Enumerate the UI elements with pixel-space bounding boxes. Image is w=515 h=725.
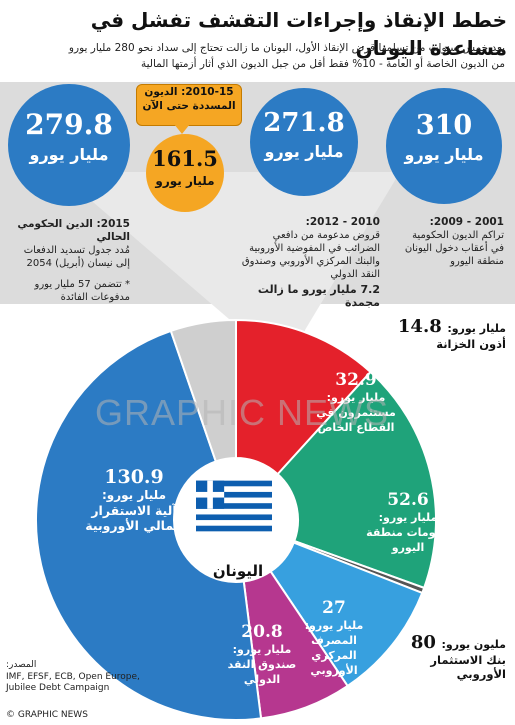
caption-extra: 7.2 مليار يورو ما زالت مجمدة [257, 283, 380, 309]
caption-head: 2015: الدين الحكومي الحالي [17, 218, 130, 243]
side-unit: مليون يورو: [441, 638, 506, 651]
callout-line-1: 2010-15: الديون [144, 86, 234, 98]
slice-value: 130.9 [104, 466, 164, 488]
caption-note: * تتضمن 57 مليار يورو مدفوعات الفائدة [34, 279, 131, 303]
source-label: المصدر: [6, 660, 37, 670]
callout-line-2: المسددة حتى الآن [142, 100, 236, 112]
subtitle-line-1: بعد خمس سنوات من تسلمها قرض الإنقاذ الأو… [68, 42, 505, 54]
caption-body: تراكم الديون الحكومية في أعقاب دخول اليو… [404, 230, 504, 267]
label-eib: مليون يورو: 80 بنك الاستثمار الأوروبي [410, 632, 506, 681]
side-label: بنك الاستثمار الأوروبي [430, 653, 506, 681]
donut-slice-5 [35, 329, 263, 721]
watermark: GRAPHIC NEWS [95, 392, 390, 433]
slice-name: صندوق النقد الدولي [227, 658, 297, 686]
slice-value: 32.9 [335, 370, 377, 390]
bubble-repaid: 161.5 مليار يورو [146, 134, 224, 212]
slice-unit: مليار يورو: [101, 488, 166, 502]
slice-unit: مليار يورو: [232, 643, 292, 656]
slice-unit: مليار يورو: [304, 619, 364, 632]
slice-value: 27 [322, 598, 346, 618]
slice-label-efsf: 130.9 مليار يورو: آلية الاستقرار المالي … [72, 466, 196, 533]
side-label: أذون الخزانة [436, 337, 506, 351]
slice-label-eurozone: 52.6 مليار يورو: حكومات منطقة اليورو [356, 490, 460, 555]
bubble-value: 161.5 [152, 146, 218, 171]
callout-tail [174, 124, 190, 134]
repaid-callout: 2010-15: الديون المسددة حتى الآن [136, 84, 242, 126]
slice-name: مستثمرون في القطاع الخاص [316, 406, 396, 434]
slice-unit: مليار يورو: [378, 511, 438, 524]
subtitle: بعد خمس سنوات من تسلمها قرض الإنقاذ الأو… [12, 40, 505, 72]
caption-2001-2009: 2001 - 2009: تراكم الديون الحكومية في أع… [400, 216, 504, 268]
caption-2015: 2015: الدين الحكومي الحالي مُدد جدول تسد… [12, 218, 130, 304]
bubble-unit: مليار يورو [29, 145, 109, 164]
side-unit: مليار يورو: [447, 322, 506, 335]
slice-unit: مليار يورو: [326, 391, 386, 404]
caption-head: 2010 - 2012: [305, 216, 380, 228]
slice-name: المصرف المركزي الأوروبي [310, 634, 358, 677]
label-treasury-bills: مليار يورو: 14.8 أذون الخزانة [380, 316, 506, 351]
bubble-2001-2009: 310 مليار يورو [386, 88, 502, 204]
bubble-value: 279.8 [25, 108, 113, 141]
caption-head: 2001 - 2009: [429, 216, 504, 228]
slice-name: آلية الاستقرار المالي الأوروبية [85, 503, 183, 533]
subtitle-line-2: من الديون الخاصة أو العامة - 10% فقط أقل… [140, 58, 505, 70]
caption-body: مُدد جدول تسديد الدفعات إلى نيسان (أبريل… [23, 245, 130, 269]
source-note: المصدر: IMF, EFSF, ECB, Open Europe, Jub… [6, 660, 156, 695]
bubble-value: 271.8 [263, 108, 345, 138]
slice-label-ecb: 27 مليار يورو: المصرف المركزي الأوروبي [298, 598, 370, 678]
bubble-value: 310 [415, 110, 473, 141]
connector-wedge [58, 172, 400, 380]
slice-label-imf: 20.8 مليار يورو: صندوق النقد الدولي [222, 622, 302, 687]
slice-value: 52.6 [387, 490, 429, 510]
slice-label-private: 32.9 مليار يورو: مستثمرون في القطاع الخا… [296, 370, 416, 435]
slice-value: 20.8 [241, 622, 283, 642]
side-value: 80 [410, 632, 436, 653]
page-title: خطط الإنقاذ وإجراءات التقشف تفشل في مساع… [90, 8, 507, 60]
source-text: IMF, EFSF, ECB, Open Europe, Jubilee Deb… [6, 671, 140, 694]
side-value: 14.8 [397, 316, 442, 337]
bubble-2010-2012: 271.8 مليار يورو [250, 88, 358, 196]
bubble-unit: مليار يورو [264, 142, 344, 161]
caption-body: قروض مدعومة من دافعي الضرائب في المفوضية… [241, 230, 380, 280]
center-label: اليونان [212, 562, 264, 580]
copyright: © GRAPHIC NEWS [6, 710, 88, 720]
caption-2010-2012: 2010 - 2012: قروض مدعومة من دافعي الضرائ… [238, 216, 380, 309]
slice-name: حكومات منطقة اليورو [366, 526, 450, 554]
greece-flag-icon [196, 480, 272, 532]
bubble-unit: مليار يورو [155, 174, 215, 188]
bubble-2015: 279.8 مليار يورو [8, 84, 130, 206]
bubble-unit: مليار يورو [404, 145, 484, 164]
